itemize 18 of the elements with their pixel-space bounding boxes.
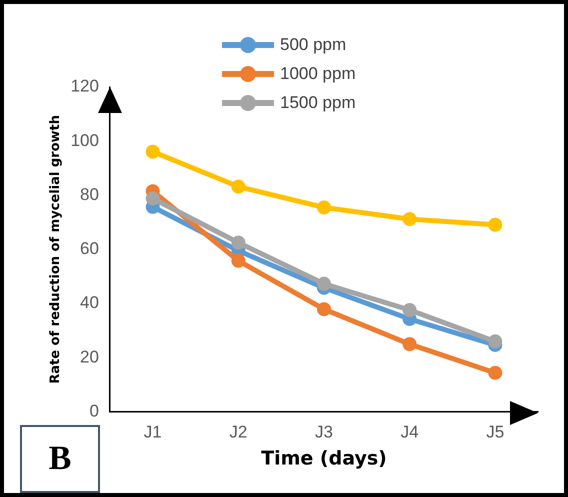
y-axis-title: Rate of reduction of mycelial growth (48, 115, 64, 384)
legend-label: 500 ppm (280, 34, 346, 54)
y-tick-label: 20 (80, 347, 99, 366)
x-axis-title: Time (days) (261, 448, 387, 470)
y-tick-label: 60 (80, 239, 99, 258)
y-tick-label: 120 (70, 76, 99, 96)
text: B (20, 425, 100, 493)
legend-label: 1500 ppm (280, 92, 356, 112)
x-tick-label: J2 (229, 422, 248, 442)
x-tick-label: J1 (144, 422, 162, 442)
y-tick-label: 0 (89, 401, 99, 420)
y-tick-label: 80 (80, 184, 99, 204)
y-tick-label: 40 (80, 293, 99, 312)
x-tick-label: J4 (400, 422, 419, 442)
y-tick-label: 100 (70, 130, 99, 150)
x-tick-label: J3 (314, 422, 333, 442)
x-tick-label: J5 (486, 422, 504, 442)
legend-label: 1000 ppm (280, 64, 356, 84)
